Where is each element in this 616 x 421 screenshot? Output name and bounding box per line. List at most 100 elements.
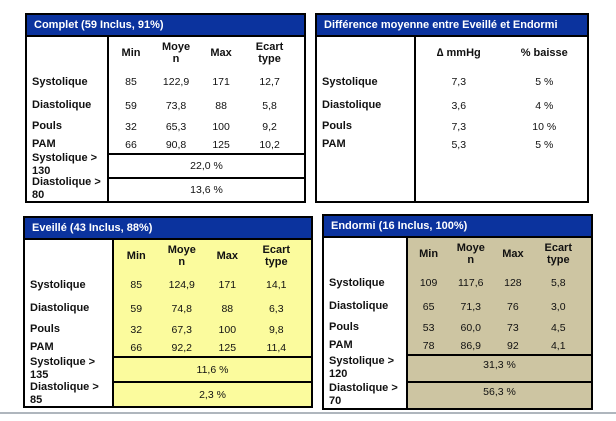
- table-title: Eveillé (43 Inclus, 88%): [25, 218, 311, 240]
- cell-value: 7,3: [451, 120, 467, 133]
- label-spacer: [25, 240, 112, 273]
- data-grid: Min Moyen Max Ecart type 85 124,9 171 14…: [112, 240, 311, 406]
- row-label-pouls: Pouls: [322, 120, 352, 133]
- row-label-pam: PAM: [30, 341, 54, 354]
- column-header-row: Min Moyen Max Ecart type: [408, 238, 591, 271]
- col-header-ecart-type: Ecart type: [544, 241, 573, 266]
- col-header-max: Max: [210, 46, 232, 59]
- cell-value: 125: [212, 138, 230, 151]
- table-row: 59 74,8 88 6,3: [114, 297, 311, 320]
- cell-value: 85: [130, 279, 143, 291]
- row-label-pam: PAM: [32, 138, 56, 151]
- table-row: 7,3 5 %: [416, 70, 587, 94]
- row-label-diastolique: Diastolique: [322, 99, 382, 112]
- row-label-systolique: Systolique: [30, 278, 86, 291]
- threshold-label: Diastolique > 85: [30, 380, 99, 406]
- cell-value: 73,8: [165, 99, 187, 112]
- cell-value: 4,5: [550, 321, 566, 334]
- col-header-min: Min: [121, 46, 141, 59]
- col-header-max: Max: [502, 247, 524, 260]
- row-label-diastolique: Diastolique: [329, 300, 389, 313]
- cell-value: 5,8: [550, 277, 566, 289]
- cell-value: 67,3: [171, 323, 192, 336]
- cell-value: 73: [507, 321, 519, 334]
- row-label-pam: PAM: [322, 138, 346, 151]
- label-column: Systolique Diastolique Pouls PAM Systoli…: [324, 238, 406, 408]
- table-complet: Complet (59 Inclus, 91%) Systolique Dias…: [25, 13, 306, 203]
- cell-value: 3,6: [451, 99, 467, 112]
- column-header-row: ∆ mmHg % baisse: [416, 37, 587, 70]
- cell-value: 92,2: [171, 341, 192, 354]
- table-row: 66 92,2 125 11,4: [114, 339, 311, 356]
- row-label-systolique: Systolique: [32, 75, 88, 88]
- label-column: Systolique Diastolique Pouls PAM Systoli…: [27, 37, 107, 201]
- row-label-pam: PAM: [329, 339, 353, 352]
- label-spacer: [317, 37, 414, 70]
- table-row: 5,3 5 %: [416, 136, 587, 153]
- col-header-min: Min: [419, 247, 439, 260]
- col-header-ecart-type: Ecart type: [262, 243, 291, 268]
- cell-value: 5,3: [451, 138, 467, 151]
- cell-value: 76: [507, 300, 519, 313]
- table-title: Endormi (16 Inclus, 100%): [324, 216, 591, 238]
- column-header-row: Min Moyen Max Ecart type: [114, 240, 311, 273]
- table-row: 32 67,3 100 9,8: [114, 320, 311, 339]
- cell-value: 53: [422, 321, 435, 334]
- data-grid: Min Moyen Max Ecart type 85 122,9 171 12…: [107, 37, 304, 201]
- table-row: 78 86,9 92 4,1: [408, 337, 591, 354]
- threshold-label: Diastolique > 80: [32, 176, 101, 201]
- cell-value: 86,9: [460, 339, 481, 352]
- cell-value: 66: [125, 138, 137, 151]
- table-row: 85 122,9 171 12,7: [109, 70, 304, 94]
- label-spacer: [27, 37, 107, 70]
- cell-value: 6,3: [268, 302, 284, 315]
- cell-value: 5,8: [262, 99, 277, 112]
- cell-value: 4 %: [535, 99, 554, 112]
- cell-value: 12,7: [259, 76, 280, 88]
- cell-value: 122,9: [162, 76, 190, 88]
- cell-value: 9,8: [268, 323, 284, 336]
- cell-value: 10 %: [532, 120, 557, 133]
- row-label-diastolique: Diastolique: [32, 99, 92, 112]
- cell-value: 125: [218, 341, 237, 354]
- table-title: Complet (59 Inclus, 91%): [27, 15, 304, 37]
- threshold-value: 11,6 %: [114, 356, 311, 381]
- table-endormi: Endormi (16 Inclus, 100%) Systolique Dia…: [322, 214, 593, 410]
- cell-value: 5 %: [535, 138, 554, 151]
- cell-value: 90,8: [165, 138, 187, 151]
- cell-value: 7,3: [451, 76, 467, 88]
- cell-value: 117,6: [458, 277, 484, 289]
- data-filler: [416, 153, 587, 201]
- cell-value: 109: [419, 277, 438, 289]
- cell-value: 66: [130, 341, 143, 354]
- cell-value: 65: [422, 300, 435, 313]
- cell-value: 92: [507, 339, 519, 352]
- row-label-pouls: Pouls: [30, 323, 60, 336]
- col-header-ecart-type: Ecart type: [255, 40, 284, 65]
- label-filler: [317, 153, 414, 201]
- table-row: 53 60,0 73 4,5: [408, 318, 591, 337]
- threshold-value: 13,6 %: [109, 177, 304, 201]
- cell-value: 32: [125, 120, 137, 133]
- cell-value: 59: [125, 99, 137, 112]
- cell-value: 59: [130, 302, 143, 315]
- cell-value: 71,3: [460, 300, 481, 313]
- cell-value: 100: [212, 120, 230, 133]
- cell-value: 88: [221, 302, 234, 315]
- threshold-label: Systolique > 120: [329, 354, 395, 380]
- col-header-moyen: Moyen: [167, 243, 196, 268]
- table-row: 65 71,3 76 3,0: [408, 295, 591, 318]
- col-header-max: Max: [216, 249, 238, 262]
- cell-value: 124,9: [168, 279, 195, 291]
- table-row: 85 124,9 171 14,1: [114, 273, 311, 297]
- cell-value: 171: [218, 279, 237, 291]
- row-label-pouls: Pouls: [329, 321, 359, 334]
- threshold-value: 31,3 %: [408, 354, 591, 381]
- cell-value: 3,0: [550, 300, 566, 313]
- threshold-value: 22,0 %: [109, 153, 304, 177]
- label-column: Systolique Diastolique Pouls PAM: [317, 37, 414, 201]
- cell-value: 128: [504, 277, 522, 289]
- col-header-delta-mmhg: ∆ mmHg: [436, 46, 481, 59]
- threshold-value: 56,3 %: [408, 381, 591, 408]
- cell-value: 60,0: [460, 321, 481, 334]
